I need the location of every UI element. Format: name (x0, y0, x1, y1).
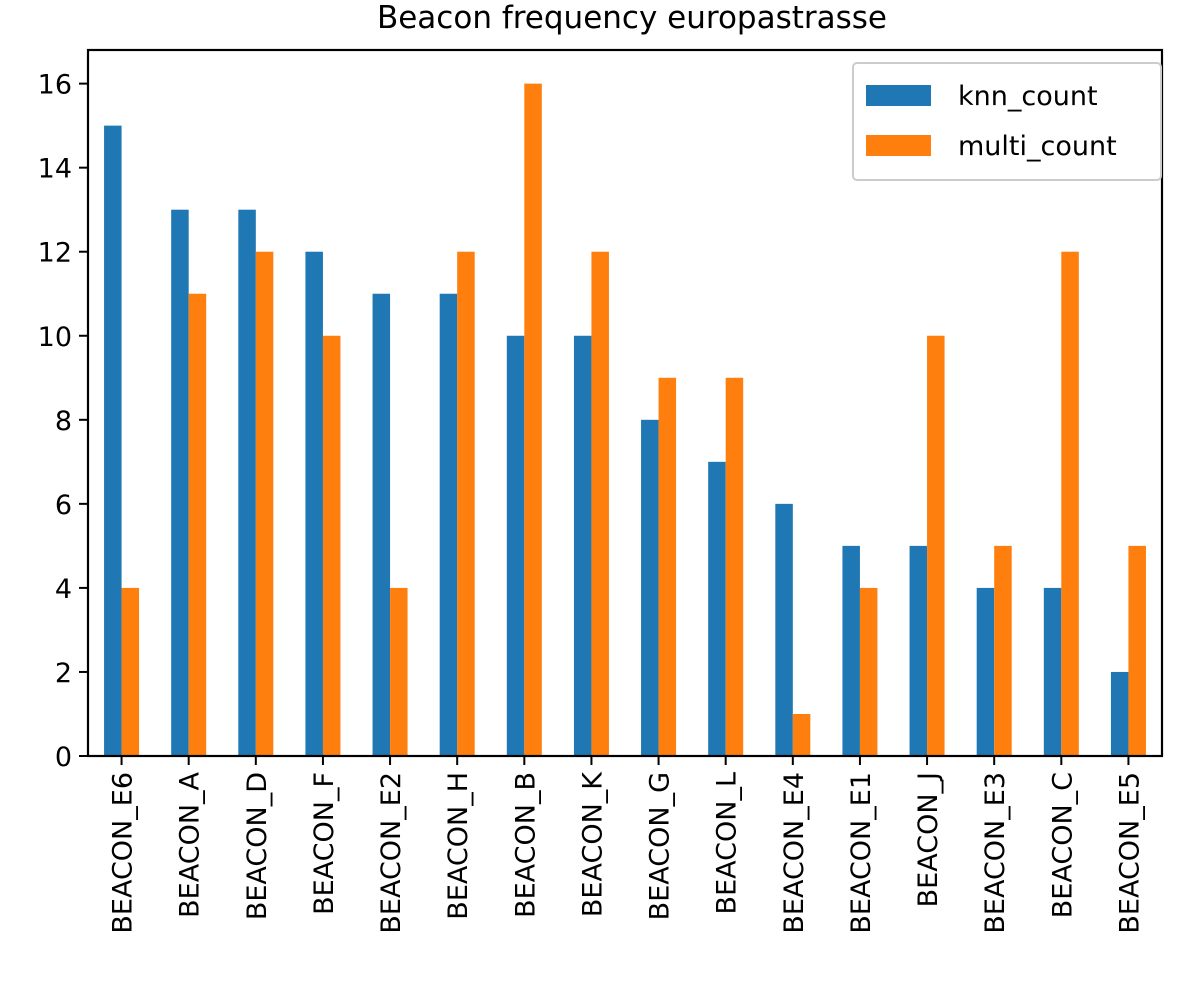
x-tick-label: BEACON_B (510, 772, 541, 918)
x-tick-label: BEACON_J (913, 772, 944, 907)
x-tick-label: BEACON_F (309, 772, 340, 915)
bar-multi_count-BEACON_E1 (859, 587, 878, 756)
y-tick-label: 10 (38, 322, 72, 353)
bar-multi_count-BEACON_C (1061, 251, 1079, 756)
bar-multi_count-BEACON_E5 (1128, 545, 1146, 756)
bar-knn_count-BEACON_J (909, 545, 928, 756)
x-tick-label: BEACON_K (577, 771, 608, 917)
bar-knn_count-BEACON_L (708, 461, 726, 756)
x-tick-label: BEACON_L (712, 772, 743, 914)
x-tick-label: BEACON_E1 (846, 772, 877, 934)
bar-knn_count-BEACON_E4 (775, 503, 793, 756)
legend: knn_count multi_count (852, 62, 1162, 181)
bar-knn_count-BEACON_E5 (1110, 671, 1129, 756)
bar-knn_count-BEACON_E3 (976, 587, 995, 756)
bar-knn_count-BEACON_B (506, 335, 525, 756)
y-tick-label: 0 (55, 742, 72, 773)
bar-multi_count-BEACON_J (927, 335, 945, 756)
bar-knn_count-BEACON_H (439, 293, 458, 756)
bar-multi_count-BEACON_K (591, 251, 609, 756)
bar-multi_count-BEACON_G (658, 377, 677, 756)
x-tick-label: BEACON_E4 (779, 772, 810, 934)
bar-multi_count-BEACON_A (188, 293, 207, 756)
legend-label-multi_count: multi_count (958, 131, 1117, 162)
x-tick-label: BEACON_E6 (108, 772, 139, 934)
x-tick-label: BEACON_E3 (980, 772, 1011, 934)
x-tick-label: BEACON_D (242, 772, 273, 920)
x-tick-label: BEACON_E5 (1114, 772, 1145, 934)
bar-knn_count-BEACON_C (1043, 587, 1062, 756)
y-tick-label: 16 (38, 70, 72, 101)
bar-knn_count-BEACON_E2 (372, 293, 391, 756)
bar-knn_count-BEACON_G (641, 419, 659, 756)
legend-swatch-knn_count (866, 85, 931, 106)
bar-multi_count-BEACON_F (322, 335, 341, 756)
bars-layer (104, 83, 1146, 757)
bar-multi_count-BEACON_E6 (121, 587, 140, 756)
bar-multi_count-BEACON_E4 (792, 713, 811, 756)
bar-knn_count-BEACON_K (573, 335, 592, 756)
bar-multi_count-BEACON_E3 (994, 545, 1012, 756)
bar-knn_count-BEACON_A (171, 209, 189, 756)
y-tick-label: 4 (55, 574, 72, 605)
bar-multi_count-BEACON_B (524, 83, 542, 757)
x-tick-label: BEACON_C (1047, 772, 1078, 918)
bar-multi_count-BEACON_H (457, 251, 475, 756)
y-tick-label: 6 (55, 490, 72, 521)
y-tick-label: 12 (38, 238, 72, 269)
x-tick-label: BEACON_G (645, 772, 676, 920)
bar-knn_count-BEACON_F (305, 251, 323, 756)
x-tick-label: BEACON_A (175, 771, 206, 917)
bar-knn_count-BEACON_E6 (104, 125, 122, 756)
bar-multi_count-BEACON_E2 (390, 587, 408, 756)
legend-swatch-multi_count (866, 135, 931, 156)
plot-frame (86, 48, 1164, 758)
bar-multi_count-BEACON_D (255, 251, 274, 756)
y-tick-label: 14 (38, 154, 72, 185)
bar-knn_count-BEACON_D (238, 209, 256, 756)
y-tick-label: 2 (55, 658, 72, 689)
chart-title: Beacon frequency europastrasse (377, 0, 887, 36)
bar-knn_count-BEACON_E1 (842, 545, 860, 756)
y-axis: 0 2 4 6 8 10 12 14 16 (38, 70, 88, 773)
legend-label-knn_count: knn_count (958, 81, 1098, 112)
x-tick-label: BEACON_E2 (376, 772, 407, 934)
x-tick-label: BEACON_H (443, 772, 474, 920)
bar-multi_count-BEACON_L (725, 377, 744, 756)
x-axis: BEACON_E6 BEACON_A BEACON_D BEACON_F BEACON_… (108, 756, 1145, 934)
y-tick-label: 8 (55, 406, 72, 437)
